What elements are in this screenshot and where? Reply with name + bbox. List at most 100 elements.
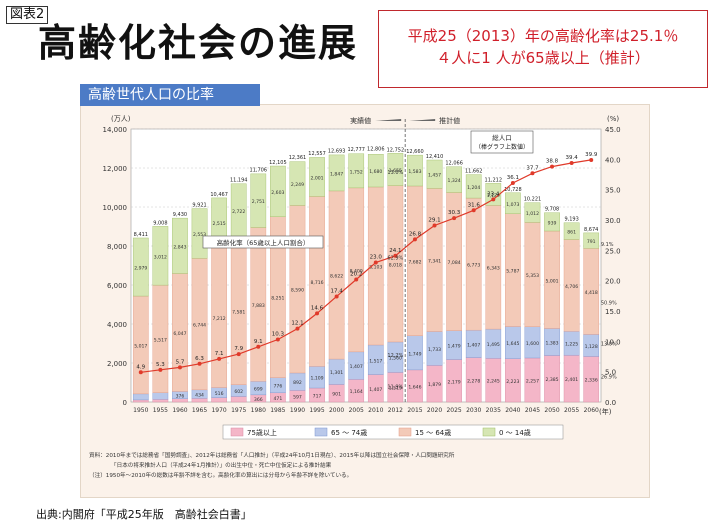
total-label: 9,008	[153, 220, 167, 226]
y-left-tick-label: 12,000	[103, 165, 128, 173]
y-right-tick-label: 25.0	[605, 247, 621, 255]
bar-value-label: 861	[567, 230, 576, 236]
bar-value-label: 1,407	[369, 387, 382, 393]
aging-rate-label: 30.3	[448, 210, 461, 216]
x-tick-label: 2015	[407, 407, 422, 414]
y-left-tick-label: 14,000	[103, 126, 128, 134]
legend-swatch	[482, 427, 496, 437]
aging-rate-label: 36.1	[507, 175, 519, 181]
x-tick-label: 1960	[172, 407, 187, 414]
footnote-line-3: （注）1950年～2010年の総数は年齢不詳を含む。高齢化率の算出には分母から年…	[89, 471, 352, 479]
bar-value-label: 7,883	[252, 303, 265, 309]
x-tick-label: 2055	[564, 407, 579, 414]
bar-value-label: 1,519	[389, 386, 402, 392]
aging-rate-point	[197, 361, 202, 366]
bar-value-label: 5,001	[545, 278, 558, 284]
legend-box	[222, 424, 564, 440]
aging-rate-point	[452, 216, 457, 221]
period-actual-arrow	[375, 119, 402, 121]
share-label-2012: 12.2%	[387, 353, 403, 359]
share-label-2012: 62.9%	[387, 256, 403, 262]
legend-swatch	[398, 427, 412, 437]
aging-rate-point	[471, 208, 476, 213]
aging-rate-label: 4.9	[136, 364, 145, 370]
bar-value-label: 1,752	[350, 169, 363, 175]
aging-rate-point	[491, 197, 496, 202]
bar-value-label: 366	[254, 397, 263, 403]
aging-rate-label: 39.9	[585, 152, 598, 158]
total-annotation-line2: （棒グラフ上数値）	[475, 143, 529, 151]
bar-value-label: 892	[293, 380, 302, 386]
aging-rate-point	[275, 337, 280, 342]
bar-value-label: 1,495	[487, 342, 500, 348]
x-tick-label: 1990	[290, 407, 305, 414]
bar-segment	[132, 393, 149, 401]
legend-label: 0 ～ 14歳	[499, 428, 531, 437]
aging-rate-label: 20.2	[350, 271, 362, 277]
bar-value-label: 1,407	[467, 342, 480, 348]
total-label: 10,467	[210, 192, 228, 198]
bar-value-label: 8,622	[330, 273, 343, 279]
y-left-unit: (万人)	[111, 115, 131, 123]
bar-value-label: 3,012	[154, 254, 167, 260]
bar-segment	[407, 154, 423, 187]
bar-value-label: 1,383	[545, 341, 558, 347]
legend-swatch	[314, 427, 328, 437]
legend-label: 75歳以上	[247, 428, 277, 437]
bar-value-label: 8,716	[310, 280, 323, 286]
x-tick-label: 2040	[505, 407, 520, 414]
bar-value-label: 1,749	[408, 351, 421, 357]
rate-annotation-text: 高齢化率（65歳以上人口割合）	[217, 238, 310, 247]
bar-value-label: 6,773	[467, 263, 480, 269]
plot-area	[130, 128, 602, 403]
bar-value-label: 1,847	[330, 171, 343, 177]
share-label-2012: 13.0%	[387, 170, 403, 176]
x-tick-label: 1985	[270, 407, 285, 414]
total-label: 12,361	[289, 155, 307, 161]
y-right-tick-label: 35.0	[605, 187, 621, 195]
aging-note-box: 平成25（2013）年の高齢化率は25.1％ ４人に1 人が65歳以上（推計）	[378, 10, 708, 88]
bar-value-label: 7,084	[448, 260, 461, 266]
aging-rate-label: 33.4	[487, 191, 500, 197]
aging-rate-label: 29.1	[428, 217, 440, 223]
footnote-line-1: 資料：2010年までは総務省「国勢調査」、2012年は総務省「人口推計」（平成2…	[89, 451, 455, 459]
aging-rate-point	[236, 352, 241, 357]
bar-value-label: 6,343	[487, 266, 500, 272]
bar-value-label: 2,722	[232, 209, 245, 215]
aging-rate-point	[393, 253, 398, 258]
y-right-tick-label: 10.0	[605, 338, 621, 346]
x-tick-label: 1995	[309, 407, 324, 414]
bar-value-label: 4,418	[585, 290, 598, 296]
x-tick-label: 2005	[349, 407, 364, 414]
bar-value-label: 8,251	[271, 296, 284, 302]
x-tick-label: 2045	[525, 407, 540, 414]
bar-segment	[446, 166, 462, 193]
y-right-tick-label: 30.0	[605, 217, 621, 225]
source-citation: 出典:内閣府「平成25年版 高齢社会白書」	[36, 508, 252, 521]
total-label: 11,662	[465, 169, 483, 175]
bar-value-label: 1,879	[428, 382, 441, 388]
period-projection-label: 推計値	[439, 116, 460, 125]
total-label: 12,752	[387, 147, 405, 153]
bar-value-label: 2,257	[526, 378, 539, 384]
x-tick-label: 2010	[368, 407, 383, 414]
bar-segment	[505, 192, 521, 214]
y-right-tick-label: 40.0	[605, 156, 621, 164]
bar-value-label: 1,583	[408, 169, 421, 175]
chart-figure: 0 2,000 4,000 6,000 8,000 10,000 12,000 14,000 0…	[80, 104, 650, 498]
y-left-tick-label: 10,000	[103, 204, 128, 212]
bar-value-label: 776	[273, 384, 282, 390]
x-tick-label: 2035	[486, 407, 501, 414]
y-right-tick-label: 5.0	[605, 369, 616, 377]
bar-value-label: 1,204	[467, 185, 480, 191]
population-chart: 0 2,000 4,000 6,000 8,000 10,000 12,000 14,000 0…	[89, 115, 621, 479]
aging-rate-label: 9.1	[254, 339, 263, 345]
y-right-unit: (%)	[607, 115, 619, 123]
aging-rate-point	[138, 370, 143, 375]
aging-rate-label: 7.1	[215, 351, 224, 357]
aging-rate-line	[140, 159, 592, 373]
bar-segment	[563, 222, 580, 240]
bar-value-label: 1,680	[369, 169, 382, 175]
y-right-tick-label: 45.0	[605, 126, 621, 134]
bar-value-label: 2,001	[310, 175, 323, 181]
